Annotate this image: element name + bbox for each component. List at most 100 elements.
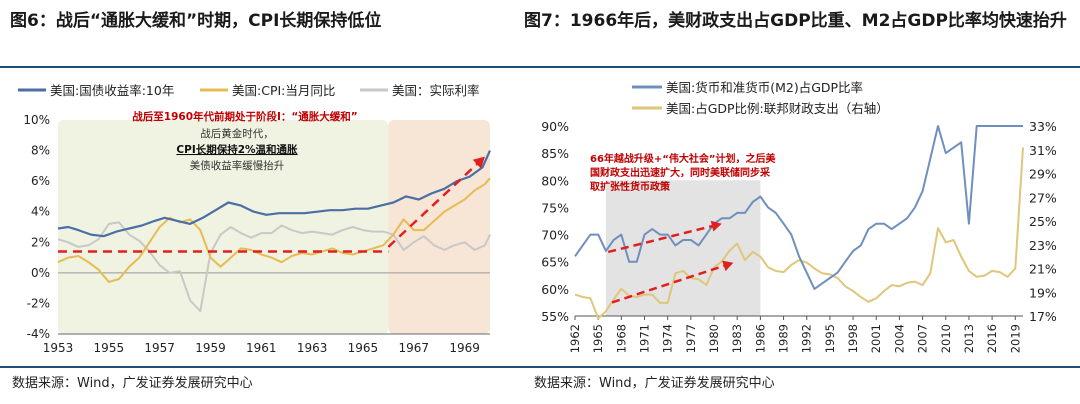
figure-6-title: 图6：战后“通胀大缓和”时期，CPI长期保持低位 [10,11,382,31]
x-tick-label: 1989 [777,324,791,353]
y-tick-label: 2% [31,235,50,249]
y-left-tick-label: 60% [541,282,569,297]
y-tick-label: 6% [31,174,50,188]
figure-7-series [574,125,1024,320]
x-tick-label: 1953 [43,341,74,355]
y-tick-label: -2% [27,296,50,310]
y-right-tick-label: 31% [1029,143,1057,158]
y-right-tick-label: 21% [1029,262,1057,277]
figure-7-source: 数据来源：Wind，广发证券发展研究中心 [534,376,775,391]
x-tick-label: 1983 [730,324,744,353]
x-tick-label: 1961 [246,341,277,355]
x-tick-label: 1957 [144,341,175,355]
series-line-2 [57,177,491,283]
x-tick-label: 2013 [962,324,976,353]
figure-7-region [605,180,761,316]
figure-7-overlays [607,220,734,304]
x-tick-label: 1959 [195,341,226,355]
x-tick-label: 2004 [892,324,906,353]
x-tick-label: 1974 [661,324,675,353]
x-tick-label: 1971 [638,324,652,353]
figure-7-panel: 图7：1966年后，美财政支出占GDP比重、M2占GDP比率均快速抬升 55% 6… [524,0,1080,404]
x-tick-label: 2016 [985,324,999,353]
figure-6-overlays [58,155,486,253]
annotation-line-1: 66年越战升级+“伟大社会”计划，之后美 [590,152,776,165]
x-tick-label: 1969 [449,341,480,355]
x-tick-label: 2010 [939,324,953,353]
y-tick-label: 0% [31,266,50,280]
figure-6-bottom-rule [0,366,536,368]
y-right-tick-label: 33% [1029,119,1057,134]
y-tick-label: 4% [31,205,50,219]
x-tick-label: 2007 [916,324,930,353]
figure-7-axes: 55% 60% 65% 70% 75% 80% 85% 90% 17% 19% 21% 23% 25% 2… [541,119,1057,353]
x-tick-label: 1977 [684,324,698,353]
y-left-tick-label: 70% [541,228,569,243]
annotation-yield-rising: 美债收益率缓慢抬升 [190,159,285,172]
annotation-line-3: 取扩张性货币政策 [590,180,671,193]
series-line-1 [574,125,1023,290]
y-left-tick-label: 65% [541,255,569,270]
y-right-tick-label: 25% [1029,214,1057,229]
figure-6-panel: 图6：战后“通胀大缓和”时期，CPI长期保持低位 -4% -2% 0% 2% 4% 6% 8… [0,0,536,404]
shaded-region-1 [58,120,389,334]
y-right-tick-label: 17% [1029,309,1057,324]
x-tick-label: 1965 [591,324,605,353]
trend-arrow-line-2 [611,261,734,304]
trend-arrow-head-2 [722,260,734,272]
figure-6-top-rule [0,66,536,68]
legend-label-cpi: 美国:CPI:当月同比 [232,83,335,98]
legend-label-fed-spending: 美国:占GDP比例:联邦财政支出（右轴） [666,101,889,116]
shaded-region-2 [388,120,490,334]
y-left-tick-label: 55% [541,309,569,324]
shaded-region [605,180,761,316]
annotation-stage-label: 战后至1960年代前期处于阶段Ⅰ：“通胀大缓和” [132,110,357,123]
figure-7-chart: 55% 60% 65% 70% 75% 80% 85% 90% 17% 19% 21% 23% 25% 2… [541,80,1057,353]
legend-label-real-rate: 美国：实际利率 [392,83,480,98]
y-right-tick-label: 27% [1029,190,1057,205]
x-tick-label: 1992 [800,324,814,353]
figure-6-regions [58,120,490,334]
y-left-tick-label: 75% [541,200,569,215]
x-tick-label: 1998 [846,324,860,353]
x-tick-label: 1955 [94,341,125,355]
legend-label-treasury-10y: 美国:国债收益率:10年 [50,83,174,98]
y-left-tick-label: 85% [541,146,569,161]
series-line-2 [574,147,1024,320]
trend-arrow-line [387,155,486,248]
annotation-golden-age: 战后黄金时代， [200,127,274,140]
x-tick-label: 1965 [348,341,379,355]
figure-7-top-rule [524,66,1080,68]
figure-6-series [57,150,492,313]
y-left-tick-label: 80% [541,173,569,188]
y-tick-label: 10% [23,113,50,127]
x-tick-label: 2019 [1008,324,1022,353]
x-tick-label: 1995 [823,324,837,353]
x-tick-label: 1968 [614,324,628,353]
x-tick-label: 1986 [753,324,767,353]
trend-arrow-head-1 [710,220,722,232]
figure-6-source: 数据来源：Wind，广发证券发展研究中心 [12,376,253,391]
x-tick-label: 1967 [398,341,429,355]
annotation-line-2: 国财政支出迅速扩大，同时美联储同步采 [590,166,770,179]
x-tick-label: 1980 [707,324,721,353]
x-tick-label: 2001 [869,324,883,353]
y-left-tick-label: 90% [541,119,569,134]
figure-6-chart: -4% -2% 0% 2% 4% 6% 8% 10% 1953 1955 1957 1959 1961 1… [18,83,492,355]
legend-label-m2-gdp: 美国:货币和准货币(M2)占GDP比率 [666,80,863,95]
y-right-tick-label: 23% [1029,238,1057,253]
y-tick-label: -4% [27,327,50,341]
trend-arrow-line-1 [607,222,723,254]
y-right-tick-label: 29% [1029,167,1057,182]
figure-7-title: 图7：1966年后，美财政支出占GDP比重、M2占GDP比率均快速抬升 [524,11,1067,31]
y-tick-label: 8% [31,144,50,158]
series-line-3 [57,221,491,313]
annotation-cpi-mild: CPI长期保持2%温和通胀 [176,143,298,156]
x-tick-label: 1963 [297,341,328,355]
x-tick-label: 1962 [568,324,582,353]
figure-6-axes: -4% -2% 0% 2% 4% 6% 8% 10% 1953 1955 1957 1959 1961 1… [23,113,490,355]
y-right-tick-label: 19% [1029,285,1057,300]
trend-arrow-head [472,156,485,169]
series-line-1 [57,150,492,238]
figure-7-bottom-rule [524,366,1080,368]
